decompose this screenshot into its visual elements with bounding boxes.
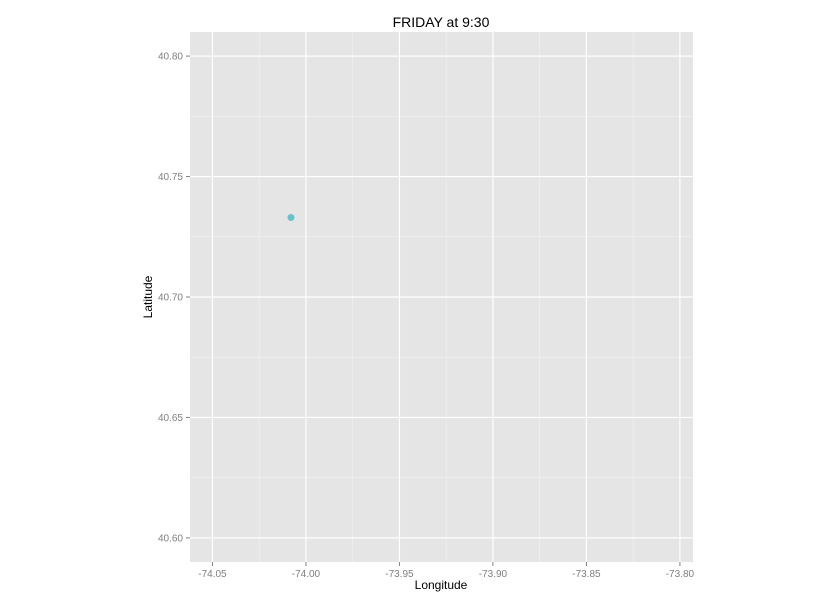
y-tick-label: 40.75	[158, 172, 183, 183]
data-points	[287, 214, 295, 221]
y-tick-label: 40.70	[158, 293, 183, 304]
y-tick-label: 40.80	[158, 52, 183, 63]
x-tick-label: -74.05	[198, 569, 227, 580]
x-tick-label: -73.80	[666, 569, 695, 580]
x-tick-label: -73.95	[385, 569, 414, 580]
x-tick-label: -74.00	[292, 569, 321, 580]
scatter-point	[287, 214, 295, 221]
axis-ticks: -74.05 -74.00 -73.95 -73.90 -73.85 -73.80 40.6…	[158, 52, 695, 580]
chart-title: FRIDAY at 9:30	[393, 14, 490, 30]
y-axis-title: Latitude	[141, 275, 155, 318]
x-axis-title: Longitude	[415, 578, 468, 592]
x-tick-label: -73.90	[479, 569, 508, 580]
y-tick-label: 40.65	[158, 413, 183, 424]
x-tick-label: -73.85	[572, 569, 601, 580]
grid-lines	[190, 32, 693, 562]
y-tick-label: 40.60	[158, 533, 183, 544]
